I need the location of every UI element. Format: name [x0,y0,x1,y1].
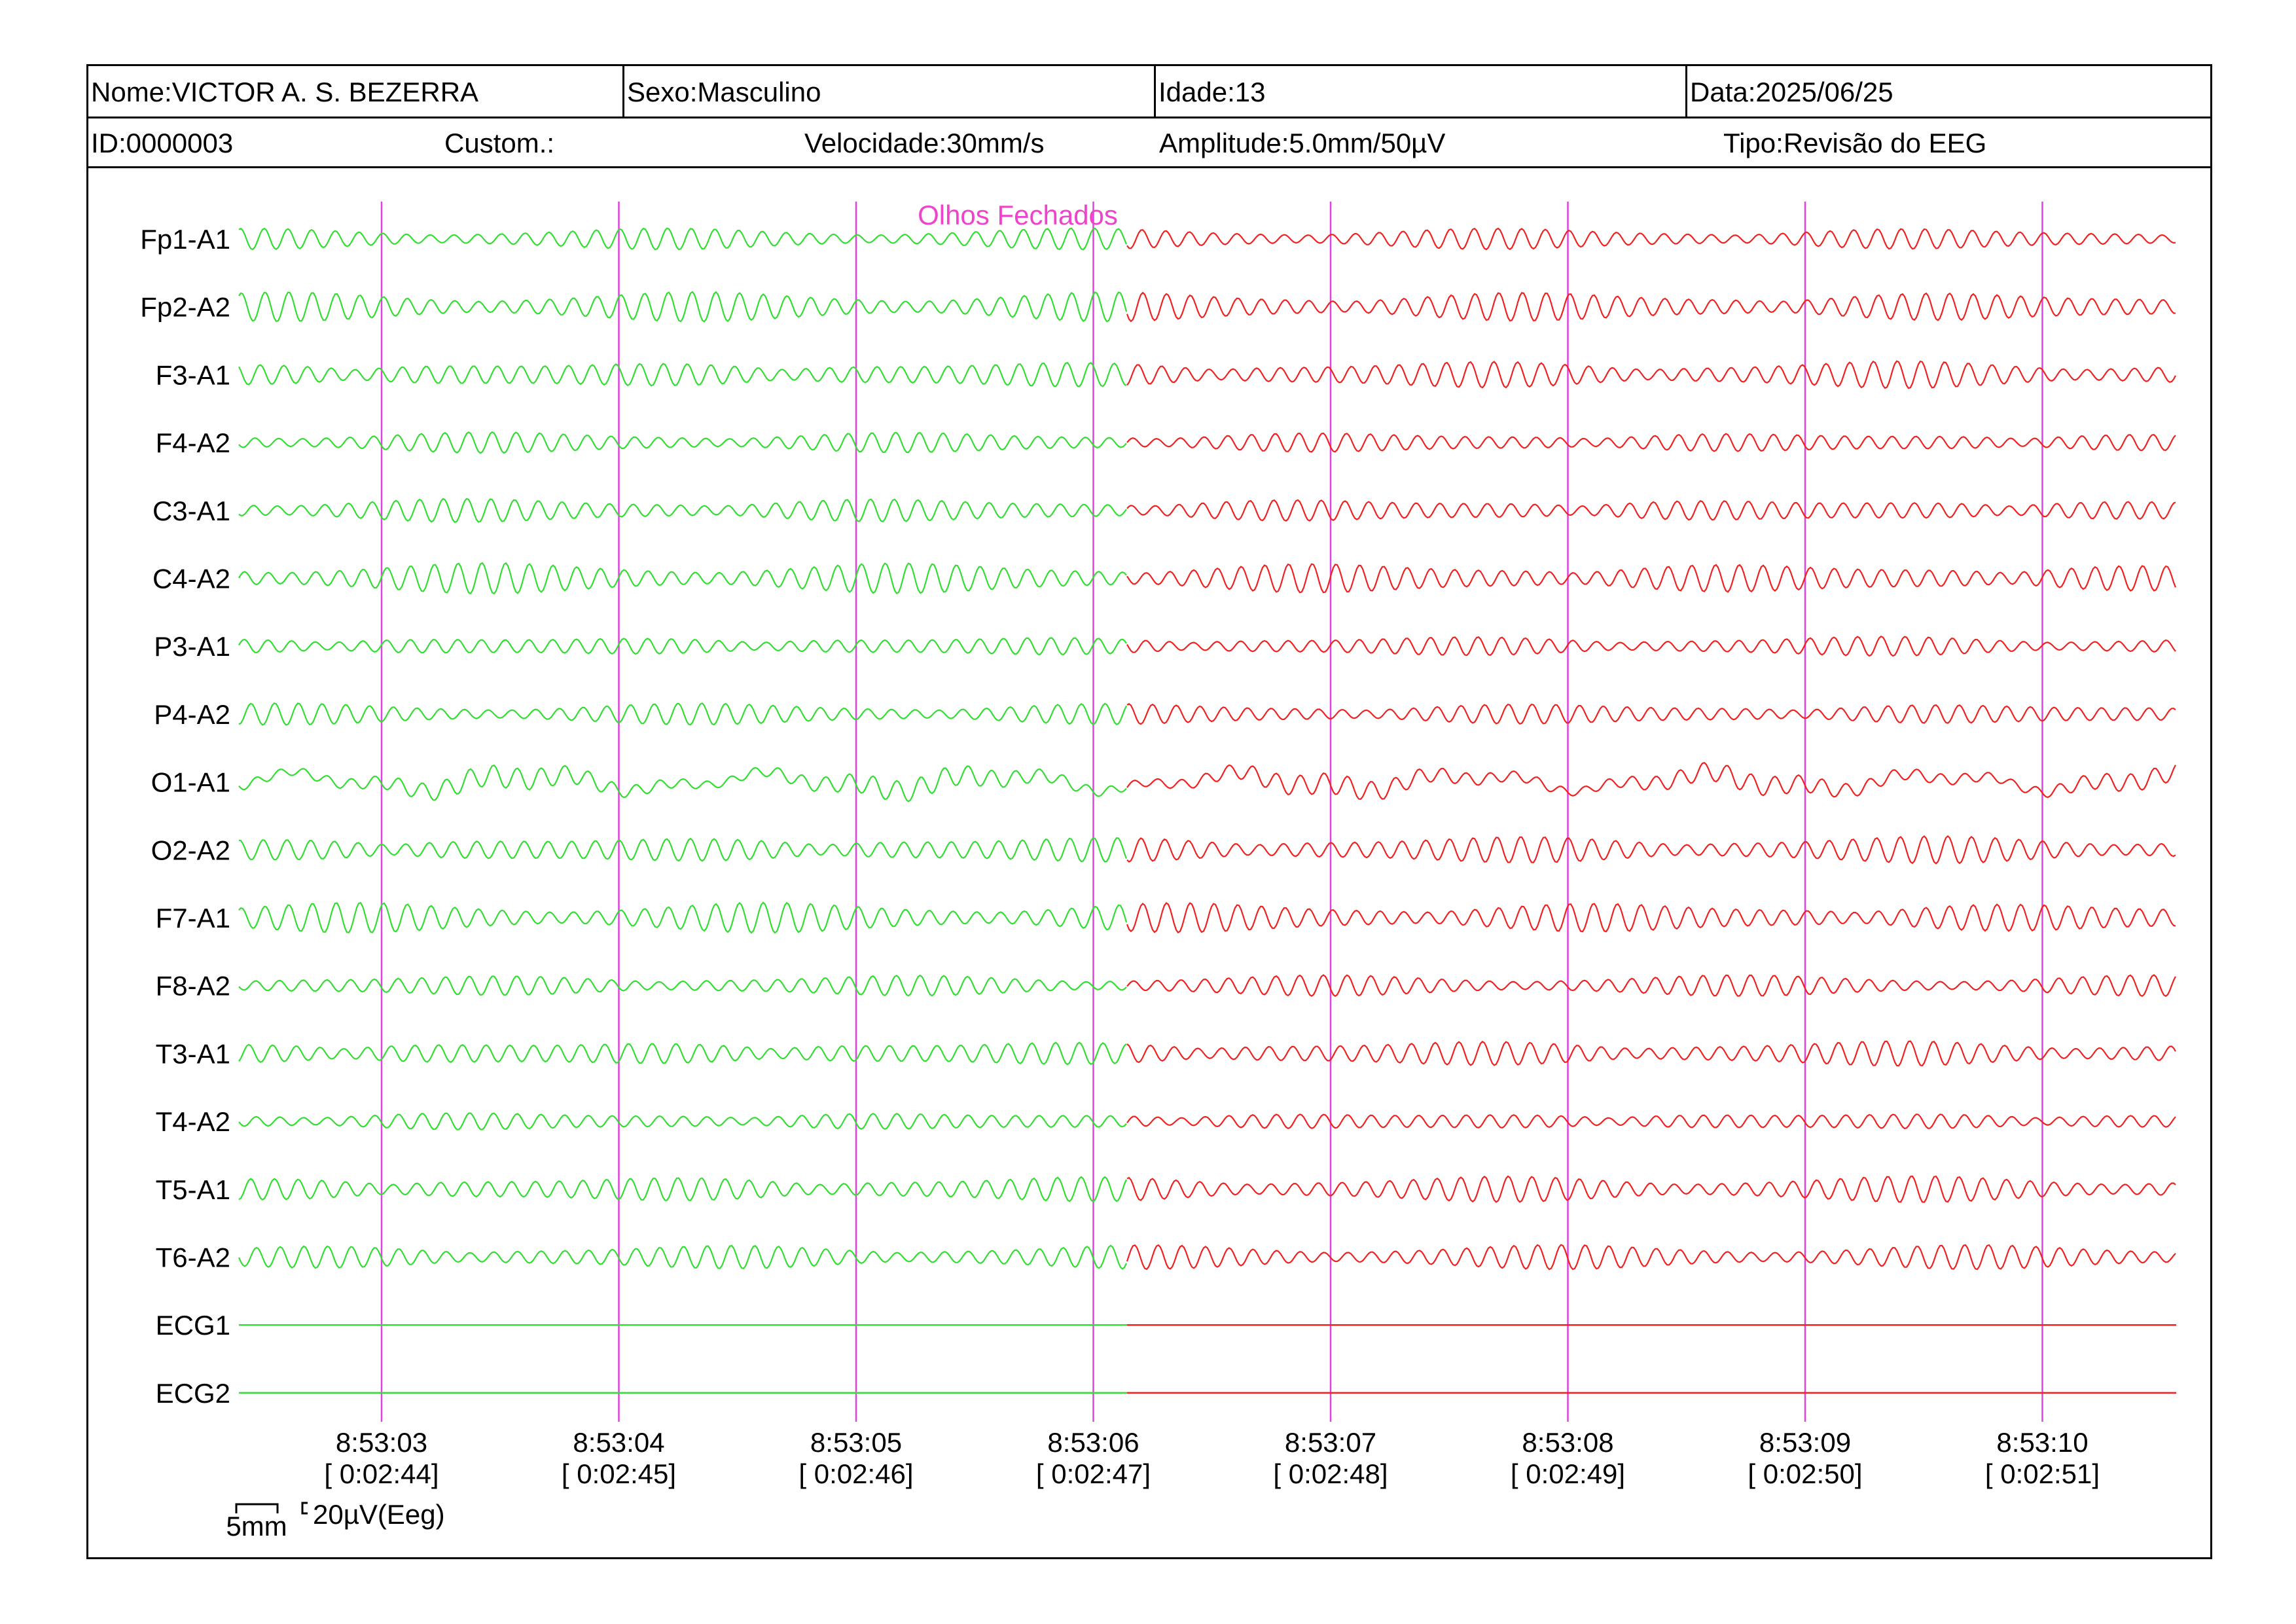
scale-amplitude-bar [301,1502,308,1515]
channel-label: F8-A2 [156,971,230,1001]
scale-length-label: 5mm [226,1511,287,1542]
trace-segment-1 [238,1176,1128,1203]
trace-segment-1 [238,431,1127,454]
trace-segment-2 [1126,835,2176,865]
time-tick-clock: 8:53:05 [810,1427,902,1458]
channel-label: ECG1 [156,1310,230,1341]
trace-segment-1 [238,562,1127,595]
time-tick-elapsed: [ 0:02:51] [1985,1458,2100,1489]
trace-segment-2 [1126,1113,2176,1130]
scale-amplitude-label: 20µV(Eeg) [313,1499,445,1530]
time-tick-clock: 8:53:08 [1522,1427,1613,1458]
channel-label: P4-A2 [154,699,230,730]
speed-setting: Velocidade:30mm/s [804,128,1045,158]
trace-segment-1 [238,974,1127,997]
record-type: Tipo:Revisão do EEG [1723,128,1987,158]
header-row-1: Nome:VICTOR A. S. BEZERRA Sexo:Masculino… [88,66,2210,118]
channel-label: T3-A1 [156,1038,230,1069]
channel-label: T6-A2 [156,1242,230,1273]
trace-segment-1 [238,702,1127,726]
custom-field: Custom.: [444,128,555,158]
channel-label: Fp2-A2 [140,292,230,323]
channel-label: ECG2 [156,1378,230,1409]
trace-segment-2 [1126,761,2176,800]
trace-segment-2 [1126,360,2176,389]
trace-segment-1 [238,901,1128,934]
trace-segment-2 [1126,1175,2176,1203]
patient-name: Nome:VICTOR A. S. BEZERRA [91,77,479,107]
trace-segment-2 [1126,974,2176,998]
time-tick-elapsed: [ 0:02:47] [1036,1458,1151,1489]
report-frame: Nome:VICTOR A. S. BEZERRA Sexo:Masculino… [86,64,2212,1559]
channel-label: P3-A1 [154,631,230,662]
time-tick-elapsed: [ 0:02:49] [1511,1458,1625,1489]
annotation-label: Olhos Fechados [918,200,1118,230]
trace-segment-2 [1126,432,2176,453]
trace-segment-2 [1126,702,2176,725]
patient-id: ID:0000003 [91,128,234,158]
trace-segment-1 [238,837,1128,863]
time-tick-elapsed: [ 0:02:50] [1748,1458,1862,1489]
time-tick-elapsed: [ 0:02:46] [798,1458,913,1489]
trace-segment-2 [1126,901,2176,934]
channel-label: C4-A2 [152,564,230,594]
time-tick-clock: 8:53:03 [336,1427,427,1458]
amplitude-setting: Amplitude:5.0mm/50µV [1159,128,1446,158]
trace-segment-1 [238,1112,1127,1130]
channel-label: C3-A1 [152,496,230,526]
scale-length-bar [235,1503,279,1513]
trace-segment-2 [1126,291,2176,323]
record-date: Data:2025/06/25 [1685,66,2210,117]
trace-segment-1 [238,291,1128,323]
trace-segment-1 [238,227,1128,251]
trace-segment-1 [238,1041,1127,1066]
time-tick-clock: 8:53:07 [1285,1427,1376,1458]
channel-label: T4-A2 [156,1106,230,1137]
channel-label: O1-A1 [151,767,230,798]
time-tick-elapsed: [ 0:02:44] [324,1458,439,1489]
header-row-2: ID:0000003 Custom.: Velocidade:30mm/s Am… [88,118,2210,168]
time-tick-clock: 8:53:06 [1047,1427,1139,1458]
trace-segment-2 [1126,1040,2176,1067]
time-tick-elapsed: [ 0:02:45] [562,1458,676,1489]
patient-sex: Sexo:Masculino [622,66,1154,117]
channel-label: F3-A1 [156,359,230,390]
patient-age: Idade:13 [1154,66,1685,117]
trace-segment-2 [1126,499,2176,522]
trace-segment-2 [1126,636,2176,657]
trace-segment-2 [1126,227,2176,251]
channel-label: F4-A2 [156,427,230,458]
trace-segment-1 [238,497,1127,524]
channel-label: F7-A1 [156,903,230,933]
time-tick-clock: 8:53:04 [573,1427,664,1458]
trace-segment-1 [238,637,1127,656]
time-tick-elapsed: [ 0:02:48] [1273,1458,1388,1489]
channel-label: Fp1-A1 [140,224,230,255]
time-tick-clock: 8:53:09 [1759,1427,1851,1458]
time-tick-clock: 8:53:10 [1996,1427,2088,1458]
channel-label: O2-A2 [151,835,230,865]
trace-segment-1 [238,361,1127,388]
trace-segment-2 [1126,563,2177,594]
trace-segment-2 [1126,1244,2176,1271]
trace-segment-1 [238,1244,1127,1271]
channel-label: T5-A1 [156,1174,230,1205]
trace-segment-1 [238,765,1127,803]
